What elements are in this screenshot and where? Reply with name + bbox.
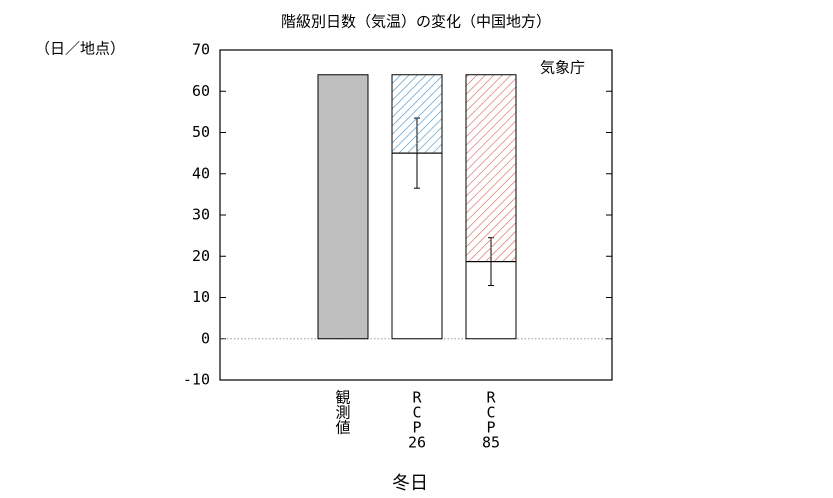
x-tick-label: R xyxy=(486,389,496,407)
y-tick-label: 60 xyxy=(192,82,210,100)
chart-title: 階級別日数（気温）の変化（中国地方） xyxy=(281,13,551,31)
annotation: 気象庁 xyxy=(540,59,585,77)
x-axis-label: 冬日 xyxy=(392,473,428,494)
x-tick-label: 値 xyxy=(335,419,350,437)
x-tick-label: C xyxy=(412,404,421,422)
x-tick-label: C xyxy=(486,404,495,422)
x-tick-label: 観 xyxy=(335,389,350,407)
plot-frame xyxy=(219,49,613,381)
y-tick-label: 70 xyxy=(192,41,210,59)
y-axis-label: （日／地点） xyxy=(35,40,125,58)
y-tick-label: -10 xyxy=(183,371,210,389)
y-tick-label: 10 xyxy=(192,288,210,306)
y-tick-label: 20 xyxy=(192,247,210,265)
bar xyxy=(391,74,443,154)
bar xyxy=(317,74,369,340)
y-tick-label: 50 xyxy=(192,123,210,141)
y-tick-label: 40 xyxy=(192,164,210,182)
x-tick-label: P xyxy=(412,419,421,437)
x-tick-label: 26 xyxy=(408,434,426,452)
y-tick-label: 0 xyxy=(201,329,210,347)
x-tick-label: R xyxy=(412,389,422,407)
x-tick-label: P xyxy=(486,419,495,437)
bar xyxy=(465,74,517,263)
y-tick-label: 30 xyxy=(192,206,210,224)
x-tick-label: 85 xyxy=(482,434,500,452)
x-tick-label: 測 xyxy=(335,404,350,422)
